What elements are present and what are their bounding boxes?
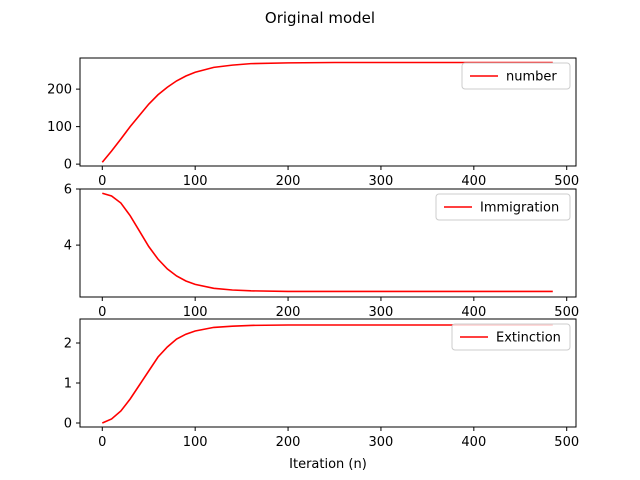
x-tick-label: 500 — [554, 305, 579, 320]
x-tick-label: 100 — [183, 174, 208, 189]
x-tick-label: 400 — [461, 435, 486, 450]
legend-label: Immigration — [480, 201, 559, 216]
series-line-immigration — [102, 192, 553, 293]
y-tick-label: 100 — [47, 120, 72, 135]
x-tick-label: 200 — [276, 174, 301, 189]
x-tick-label: 300 — [369, 435, 394, 450]
y-tick-label: 1 — [64, 377, 72, 392]
x-tick-label: 300 — [369, 305, 394, 320]
figure-title: Original model — [265, 9, 375, 27]
legend-label: Extinction — [496, 331, 561, 346]
series-line-number — [101, 61, 553, 163]
y-tick-label: 4 — [64, 239, 72, 254]
x-tick-label: 100 — [183, 435, 208, 450]
y-tick-label: 0 — [64, 417, 72, 432]
x-tick-label: 0 — [98, 435, 106, 450]
x-tick-label: 400 — [461, 174, 486, 189]
x-tick-label: 100 — [183, 305, 208, 320]
y-tick-label: 6 — [64, 183, 72, 198]
x-tick-label: 200 — [276, 305, 301, 320]
x-tick-label: 300 — [369, 174, 394, 189]
x-tick-label: 500 — [554, 174, 579, 189]
subplot-2: 0 100 200 300 400 500 4 6 Immigration — [64, 183, 579, 321]
subplot-1: 0 100 200 300 400 500 0 100 200 number — [47, 57, 579, 189]
x-tick-label: 400 — [461, 305, 486, 320]
x-tick-label: 500 — [554, 435, 579, 450]
y-tick-label: 0 — [64, 158, 72, 173]
legend-box — [435, 193, 571, 221]
subplot-3: 0 100 200 300 400 500 0 1 2 Extinction — [64, 318, 579, 450]
x-tick-label: 0 — [98, 305, 106, 320]
y-tick-label: 200 — [47, 83, 72, 98]
legend-label: number — [506, 70, 557, 85]
legend: Extinction — [451, 323, 571, 351]
x-axis-label: Iteration (n) — [289, 457, 367, 472]
x-tick-label: 0 — [98, 174, 106, 189]
legend-box — [451, 323, 571, 351]
y-tick-label: 2 — [64, 337, 72, 352]
series-line-extinction — [101, 324, 553, 424]
legend: Immigration — [435, 193, 571, 221]
x-tick-label: 200 — [276, 435, 301, 450]
legend-box — [461, 62, 571, 90]
legend: number — [461, 62, 571, 90]
